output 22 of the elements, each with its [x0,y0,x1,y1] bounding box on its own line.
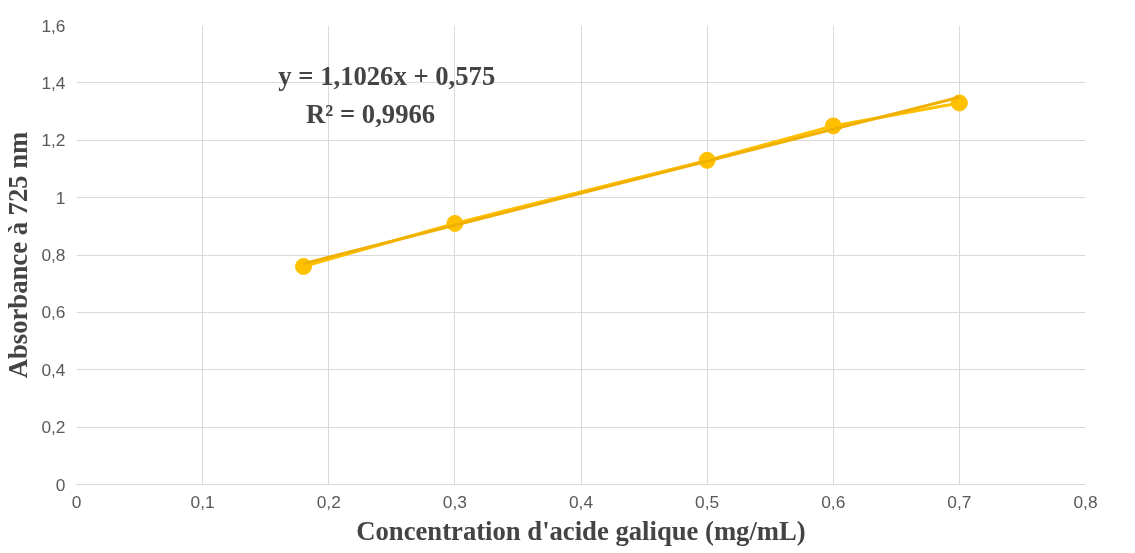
x-tick-label: 0 [71,491,82,512]
x-tick-label: 0,5 [695,491,720,512]
y-tick-label: 1,6 [41,15,66,36]
x-axis-title: Concentration d'acide galique (mg/mL) [356,515,806,546]
x-tick-label: 0,1 [190,491,215,512]
x-tick-label: 0,8 [1073,491,1098,512]
annotation: R² = 0,9966 [306,98,436,129]
y-tick-label: 1 [55,187,66,208]
y-tick-label: 0,4 [41,359,66,380]
x-tick-label: 0,3 [442,491,467,512]
y-tick-label: 1,2 [41,130,66,151]
y-tick-label: 0 [55,474,66,495]
y-tick-label: 0,8 [41,245,66,265]
y-tick-label: 0,2 [41,417,66,438]
x-tick-label: 0,6 [821,491,846,512]
x-tick-label: 0,7 [947,491,972,512]
x-tick-label: 0,2 [316,491,341,512]
annotation: y = 1,1026x + 0,575 [278,61,496,92]
x-tick-label: 0,4 [568,491,594,512]
y-axis-title: Absorbance à 725 nm [3,131,34,379]
y-tick-label: 0,6 [41,302,66,323]
y-tick-label: 1,4 [41,72,66,93]
